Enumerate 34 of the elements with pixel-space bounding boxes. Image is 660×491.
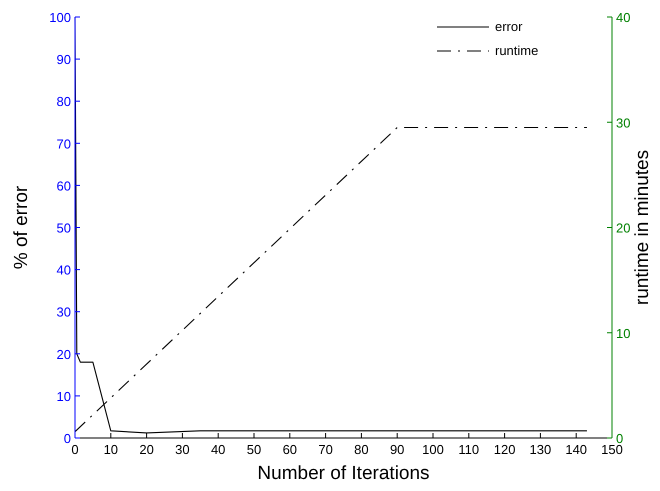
y-tick-label: 40	[56, 262, 71, 278]
x-tick-label: 10	[104, 442, 118, 457]
x-tick-label: 30	[175, 442, 190, 457]
y2-tick-label: 30	[616, 115, 630, 130]
y-tick-label: 80	[56, 94, 71, 110]
y-tick-label: 100	[49, 10, 71, 25]
x-tick-label: 70	[318, 442, 333, 457]
x-tick-label: 100	[422, 442, 444, 457]
legend-label: error	[495, 19, 524, 34]
y-tick-label: 20	[56, 346, 71, 362]
x-tick-label: 80	[354, 442, 369, 457]
y-tick-label: 60	[56, 178, 71, 194]
y2-tick-label: 20	[616, 220, 630, 236]
x-tick-label: 50	[246, 442, 262, 457]
x-tick-label: 60	[282, 442, 298, 457]
y-tick-label: 90	[56, 52, 71, 68]
y-tick-label: 30	[56, 304, 71, 320]
y-tick-label: 0	[64, 431, 71, 446]
x-tick-label: 110	[458, 442, 480, 457]
x-tick-label: 130	[530, 442, 552, 457]
x-tick-label: 140	[565, 442, 588, 457]
x-axis-title: Number of Iterations	[257, 463, 430, 484]
y2-axis-title: runtime in minutes	[632, 150, 653, 306]
y-tick-label: 50	[56, 220, 71, 236]
legend-label: runtime	[495, 43, 538, 58]
x-tick-label: 20	[139, 442, 154, 457]
y2-tick-label: 10	[616, 326, 630, 341]
y-tick-label: 70	[56, 136, 71, 152]
x-tick-label: 40	[210, 442, 226, 457]
y2-tick-label: 40	[616, 10, 630, 25]
y-tick-label: 10	[56, 388, 71, 404]
x-tick-label: 120	[494, 442, 516, 457]
x-tick-label: 90	[390, 442, 404, 457]
y-axis-title: % of error	[11, 185, 32, 270]
